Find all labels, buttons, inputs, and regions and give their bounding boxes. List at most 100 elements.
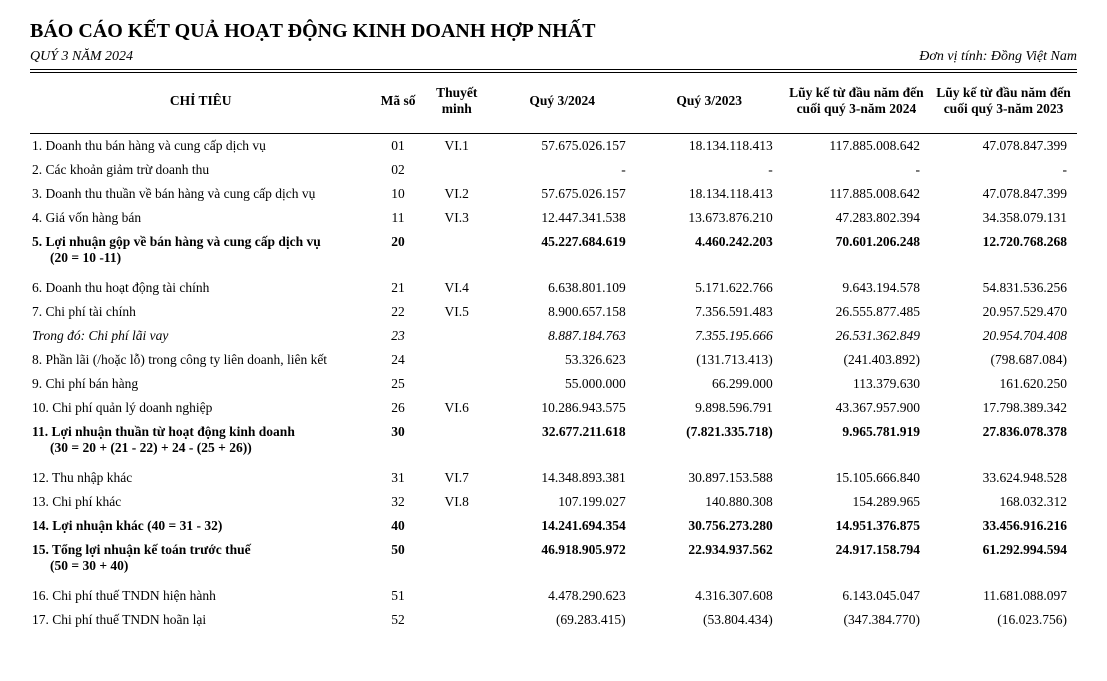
row-value-ytd-current: 26.555.877.485 — [783, 300, 930, 324]
row-value-q-prior: (7.821.335.718) — [636, 420, 783, 460]
row-value-q-current: 4.478.290.623 — [489, 584, 636, 608]
row-note: VI.3 — [425, 206, 489, 230]
row-value-ytd-prior: 47.078.847.399 — [930, 134, 1077, 159]
table-row: 9. Chi phí bán hàng2555.000.00066.299.00… — [30, 372, 1077, 396]
row-value-ytd-current: (347.384.770) — [783, 608, 930, 632]
row-code: 25 — [371, 372, 424, 396]
row-value-q-prior: 4.460.242.203 — [636, 230, 783, 270]
income-statement-table: CHỈ TIÊU Mã số Thuyết minh Quý 3/2024 Qu… — [30, 72, 1077, 632]
row-code: 21 — [371, 276, 424, 300]
table-row: 11. Lợi nhuận thuần từ hoạt động kinh do… — [30, 420, 1077, 460]
row-formula: (20 = 10 -11) — [32, 250, 367, 266]
table-row: 12. Thu nhập khác31VI.714.348.893.38130.… — [30, 466, 1077, 490]
table-row: 2. Các khoản giảm trừ doanh thu02---- — [30, 158, 1077, 182]
row-note: VI.4 — [425, 276, 489, 300]
row-value-ytd-prior: 33.456.916.216 — [930, 514, 1077, 538]
row-value-q-current: 6.638.801.109 — [489, 276, 636, 300]
row-code: 50 — [371, 538, 424, 578]
row-value-q-current: 12.447.341.538 — [489, 206, 636, 230]
row-value-ytd-prior: 161.620.250 — [930, 372, 1077, 396]
row-label: 7. Chi phí tài chính — [30, 300, 371, 324]
row-value-q-prior: - — [636, 158, 783, 182]
row-note — [425, 230, 489, 270]
report-period: QUÝ 3 NĂM 2024 — [30, 49, 133, 65]
row-value-q-current: 8.900.657.158 — [489, 300, 636, 324]
table-row: 6. Doanh thu hoạt động tài chính21VI.46.… — [30, 276, 1077, 300]
row-value-q-prior: 22.934.937.562 — [636, 538, 783, 578]
table-row: 16. Chi phí thuế TNDN hiện hành514.478.2… — [30, 584, 1077, 608]
row-note: VI.2 — [425, 182, 489, 206]
row-value-ytd-current: 15.105.666.840 — [783, 466, 930, 490]
row-label: 5. Lợi nhuận gộp về bán hàng và cung cấp… — [30, 230, 371, 270]
row-label: 3. Doanh thu thuần về bán hàng và cung c… — [30, 182, 371, 206]
table-body: 1. Doanh thu bán hàng và cung cấp dịch v… — [30, 134, 1077, 633]
row-code: 30 — [371, 420, 424, 460]
row-value-q-current: 46.918.905.972 — [489, 538, 636, 578]
table-row: 3. Doanh thu thuần về bán hàng và cung c… — [30, 182, 1077, 206]
row-value-ytd-current: 26.531.362.849 — [783, 324, 930, 348]
table-header: CHỈ TIÊU Mã số Thuyết minh Quý 3/2024 Qu… — [30, 73, 1077, 134]
row-code: 11 — [371, 206, 424, 230]
row-code: 01 — [371, 134, 424, 159]
row-code: 24 — [371, 348, 424, 372]
table-row: 1. Doanh thu bán hàng và cung cấp dịch v… — [30, 134, 1077, 159]
row-formula: (50 = 30 + 40) — [32, 558, 367, 574]
row-value-q-prior: (131.713.413) — [636, 348, 783, 372]
row-note — [425, 348, 489, 372]
row-value-q-prior: 5.171.622.766 — [636, 276, 783, 300]
row-value-q-current: 14.348.893.381 — [489, 466, 636, 490]
table-row: 5. Lợi nhuận gộp về bán hàng và cung cấp… — [30, 230, 1077, 270]
table-row: 14. Lợi nhuận khác (40 = 31 - 32)4014.24… — [30, 514, 1077, 538]
row-note: VI.8 — [425, 490, 489, 514]
col-code: Mã số — [371, 73, 424, 134]
row-note — [425, 372, 489, 396]
row-value-ytd-prior: (16.023.756) — [930, 608, 1077, 632]
row-value-q-current: 45.227.684.619 — [489, 230, 636, 270]
row-label: Trong đó: Chi phí lãi vay — [30, 324, 371, 348]
row-value-q-prior: 7.356.591.483 — [636, 300, 783, 324]
row-code: 52 — [371, 608, 424, 632]
row-label: 1. Doanh thu bán hàng và cung cấp dịch v… — [30, 134, 371, 159]
table-row: 4. Giá vốn hàng bán11VI.312.447.341.5381… — [30, 206, 1077, 230]
row-value-ytd-current: 9.965.781.919 — [783, 420, 930, 460]
row-value-q-current: 55.000.000 — [489, 372, 636, 396]
col-ytd-current: Lũy kế từ đầu năm đến cuối quý 3-năm 202… — [783, 73, 930, 134]
row-value-q-current: - — [489, 158, 636, 182]
row-value-q-current: 14.241.694.354 — [489, 514, 636, 538]
row-value-q-prior: 66.299.000 — [636, 372, 783, 396]
row-value-q-prior: 30.897.153.588 — [636, 466, 783, 490]
row-label: 15. Tổng lợi nhuận kế toán trước thuế(50… — [30, 538, 371, 578]
row-value-q-current: 57.675.026.157 — [489, 182, 636, 206]
report-title: BÁO CÁO KẾT QUẢ HOẠT ĐỘNG KINH DOANH HỢP… — [30, 20, 1077, 43]
row-value-ytd-current: - — [783, 158, 930, 182]
row-value-q-current: (69.283.415) — [489, 608, 636, 632]
row-note: VI.5 — [425, 300, 489, 324]
row-label: 11. Lợi nhuận thuần từ hoạt động kinh do… — [30, 420, 371, 460]
row-value-ytd-current: 14.951.376.875 — [783, 514, 930, 538]
col-q-current: Quý 3/2024 — [489, 73, 636, 134]
row-value-ytd-current: 9.643.194.578 — [783, 276, 930, 300]
row-label: 10. Chi phí quản lý doanh nghiệp — [30, 396, 371, 420]
row-label: 17. Chi phí thuế TNDN hoãn lại — [30, 608, 371, 632]
row-value-ytd-prior: 12.720.768.268 — [930, 230, 1077, 270]
row-value-ytd-prior: (798.687.084) — [930, 348, 1077, 372]
row-value-q-prior: 9.898.596.791 — [636, 396, 783, 420]
row-value-ytd-current: (241.403.892) — [783, 348, 930, 372]
row-value-ytd-current: 47.283.802.394 — [783, 206, 930, 230]
row-value-q-prior: 18.134.118.413 — [636, 134, 783, 159]
row-value-q-prior: 140.880.308 — [636, 490, 783, 514]
row-value-ytd-prior: 61.292.994.594 — [930, 538, 1077, 578]
row-value-q-current: 53.326.623 — [489, 348, 636, 372]
row-note — [425, 158, 489, 182]
row-formula: (30 = 20 + (21 - 22) + 24 - (25 + 26)) — [32, 440, 367, 456]
row-value-ytd-prior: 17.798.389.342 — [930, 396, 1077, 420]
row-note — [425, 324, 489, 348]
row-code: 02 — [371, 158, 424, 182]
row-note: VI.1 — [425, 134, 489, 159]
row-note: VI.7 — [425, 466, 489, 490]
row-value-ytd-prior: - — [930, 158, 1077, 182]
row-value-q-prior: 13.673.876.210 — [636, 206, 783, 230]
table-row: 10. Chi phí quản lý doanh nghiệp26VI.610… — [30, 396, 1077, 420]
row-code: 23 — [371, 324, 424, 348]
row-label: 4. Giá vốn hàng bán — [30, 206, 371, 230]
